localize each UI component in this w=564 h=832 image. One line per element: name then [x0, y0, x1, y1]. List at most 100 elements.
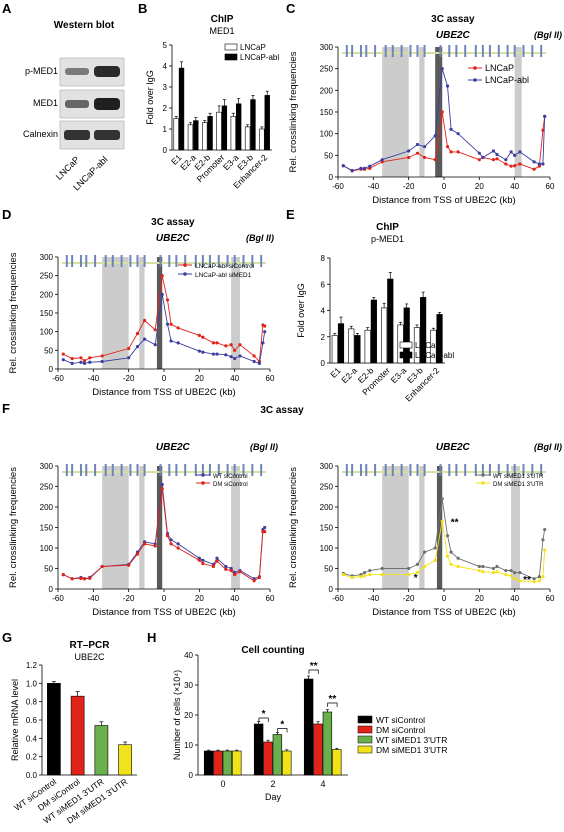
- shaded-region: [102, 257, 129, 369]
- chart-title: 3C assay: [431, 14, 475, 25]
- legend-label: DM siControl: [213, 482, 248, 488]
- bgl-site-marker: [194, 464, 197, 476]
- y-tick-label: 30: [184, 681, 193, 690]
- data-point: [197, 349, 201, 353]
- y-tick-label: 20: [184, 711, 193, 720]
- data-point: [440, 110, 444, 114]
- y-tick-label: 200: [320, 86, 334, 95]
- chart-legend: LNCaP LNCaP-abl: [468, 63, 529, 85]
- data-point: [433, 158, 437, 162]
- significance-marker: **: [328, 694, 336, 705]
- bgl-site-marker: [94, 255, 97, 267]
- legend-swatch: [357, 735, 373, 744]
- bgl-site-marker: [175, 464, 178, 476]
- legend-label: DM siMED1 3'UTR: [376, 745, 448, 755]
- shaded-region: [419, 466, 425, 589]
- data-point: [518, 579, 522, 583]
- y-tick-label: 0: [189, 771, 194, 780]
- data-point: [477, 564, 481, 569]
- chart-title: RT–PCR: [69, 640, 110, 651]
- data-point: [197, 333, 201, 337]
- legend-swatch: [357, 715, 373, 724]
- bgl-site-marker: [513, 464, 516, 476]
- bar: [202, 122, 208, 151]
- shaded-region: [231, 466, 240, 589]
- data-point: [504, 162, 508, 166]
- y-tick-label: 2: [321, 333, 326, 342]
- data-point: [513, 164, 517, 168]
- chart-title: Cell counting: [241, 645, 304, 656]
- bar: [332, 749, 342, 776]
- bar: [250, 99, 256, 151]
- y-tick-label: 40: [184, 651, 193, 660]
- bgl-site-marker: [184, 255, 187, 267]
- chart-subtitle: MED1: [209, 26, 234, 36]
- data-point: [211, 341, 216, 345]
- data-point: [495, 564, 499, 569]
- bgl-site-marker: [233, 255, 236, 267]
- data-point: [160, 292, 164, 296]
- data-point: [359, 166, 363, 170]
- x-tick-label: 20: [195, 594, 204, 603]
- bgl-site-marker: [208, 464, 211, 476]
- bgl-site-marker: [175, 255, 178, 267]
- bgl-site-marker: [136, 255, 139, 267]
- y-tick-label: 300: [320, 43, 334, 52]
- bgl-site-marker: [384, 464, 387, 476]
- data-point: [415, 151, 420, 155]
- x-tick-label: E2-a: [339, 365, 359, 385]
- data-point: [350, 168, 354, 173]
- data-point: [135, 331, 140, 336]
- y-tick-label: 1.0: [26, 679, 38, 688]
- bgl-site-marker: [71, 255, 74, 267]
- data-point: [82, 359, 87, 363]
- bgl-site-marker: [184, 464, 187, 476]
- y-tick-label: 1: [163, 125, 168, 134]
- legend-label: WT siMED1 3'UTR: [376, 735, 447, 745]
- y-tick-label: 150: [320, 524, 334, 533]
- data-point: [160, 274, 164, 278]
- data-point: [407, 149, 411, 153]
- y-tick-label: 0: [49, 365, 54, 374]
- bar: [303, 678, 314, 776]
- legend-label: LNCaP: [485, 63, 514, 73]
- data-point: [537, 579, 542, 583]
- data-point: [82, 361, 87, 365]
- chart-legend: LNCaP-abl siControl LNCaP-abl siMED1: [178, 263, 255, 279]
- data-point: [238, 354, 242, 358]
- legend-swatch: [357, 725, 373, 734]
- bgl-site-marker: [448, 45, 451, 57]
- data-point: [100, 359, 104, 364]
- bgl-site-marker: [481, 464, 484, 476]
- y-tick-label: 50: [44, 346, 53, 355]
- data-point: [477, 158, 481, 162]
- data-point: [169, 538, 173, 542]
- data-point: [445, 554, 450, 558]
- data-point: [415, 571, 420, 575]
- data-point: [362, 166, 367, 170]
- data-point: [70, 577, 74, 581]
- data-point: [197, 558, 201, 562]
- shaded-region: [102, 466, 129, 589]
- bgl-site-marker: [497, 464, 500, 476]
- bgl-site-marker: [513, 45, 516, 57]
- x-tick-label: -20: [123, 374, 135, 383]
- x-tick-label: 60: [266, 594, 275, 603]
- x-tick-label: 4: [320, 779, 325, 789]
- data-point: [440, 67, 444, 71]
- y-tick-label: 0: [321, 359, 326, 368]
- data-point: [513, 577, 517, 581]
- x-axis-label: Distance from TSS of UBE2C (kb): [92, 607, 235, 618]
- chart-title: ChIP: [211, 14, 234, 25]
- data-point: [445, 534, 450, 538]
- x-axis-label: Distance from TSS of UBE2C (kb): [372, 195, 515, 206]
- y-tick-label: 0: [163, 146, 168, 155]
- y-tick-label: 50: [44, 565, 53, 574]
- data-point: [537, 575, 542, 579]
- line-chart-c: 0 50 100 150 200 250 300 -60 -40 -20 0 20 40 60 Distan…: [288, 14, 562, 206]
- bar: [253, 723, 264, 776]
- data-point: [532, 580, 536, 584]
- bgl-site-marker: [464, 45, 467, 57]
- bgl-site-marker: [522, 45, 525, 57]
- data-point: [61, 352, 65, 356]
